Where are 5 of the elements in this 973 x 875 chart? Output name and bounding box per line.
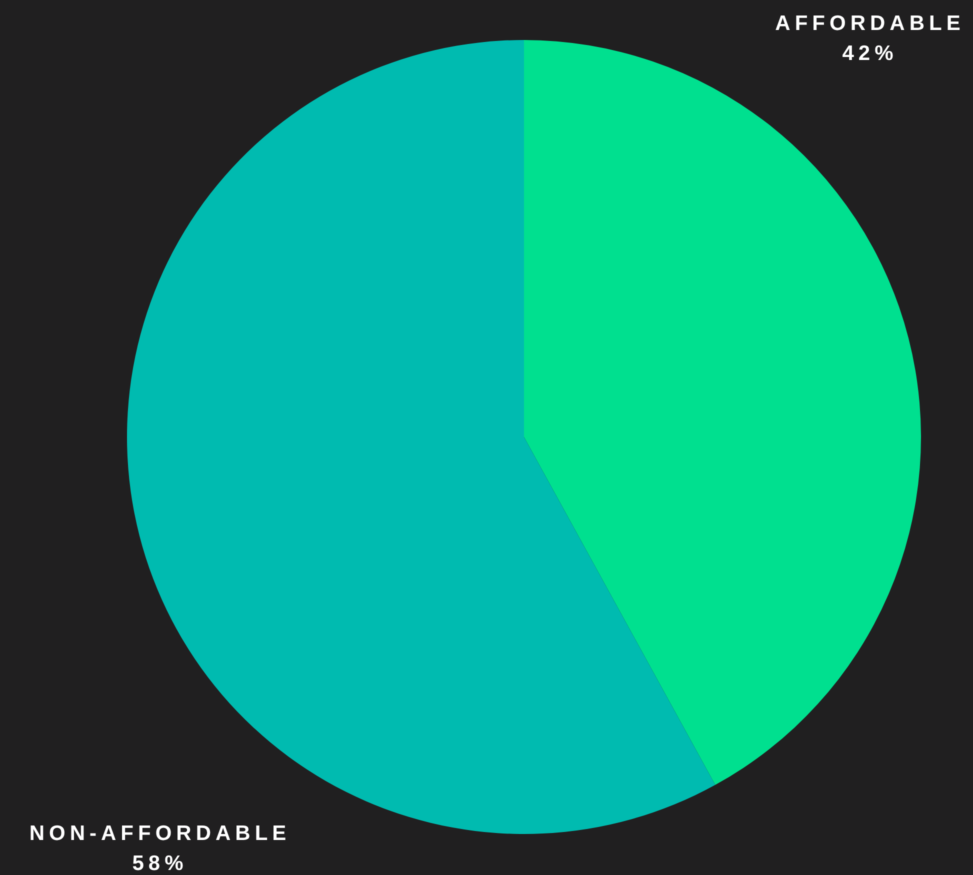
pie-slice — [524, 40, 920, 785]
slice-label: AFFORDABLE — [775, 12, 965, 35]
slice-label: NON-AFFORDABLE — [29, 822, 291, 845]
data-label: 42% — [842, 42, 898, 65]
data-label: 58% — [132, 852, 188, 875]
